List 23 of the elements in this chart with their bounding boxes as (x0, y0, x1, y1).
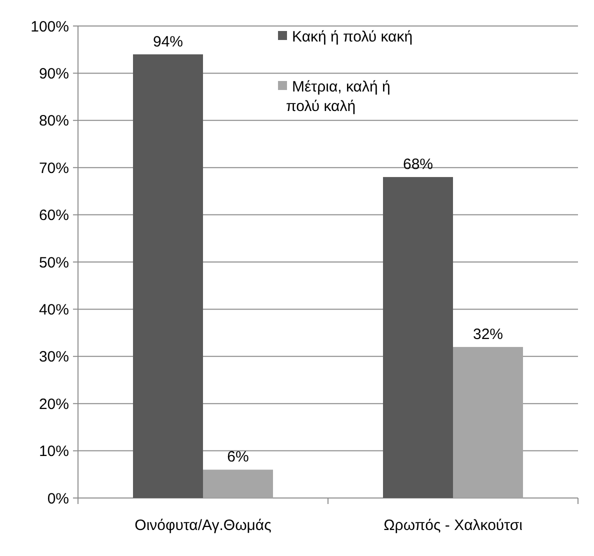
data-label: 94% (152, 33, 184, 50)
x-tick-label: Ωρωπός - Χαλκούτσι (384, 517, 522, 534)
x-tick-label: Οινόφυτα/Αγ.Θωμάς (134, 517, 272, 534)
bar (133, 54, 203, 498)
y-tick-label: 80% (38, 112, 69, 130)
y-tick-label: 90% (38, 65, 69, 82)
y-tick-label: 70% (38, 160, 69, 177)
y-tick-label: 100% (30, 18, 69, 36)
y-tick-label: 60% (38, 207, 69, 224)
y-tick-label: 30% (38, 348, 69, 366)
bar (203, 470, 273, 498)
legend-label: Μέτρια, καλή ή πολύ καλή (286, 78, 390, 115)
y-tick-label: 50% (38, 254, 69, 272)
y-tick-label: 10% (38, 443, 69, 460)
data-label: 68% (402, 156, 434, 174)
y-tick-label: 0% (47, 490, 69, 508)
data-label: 6% (227, 448, 249, 466)
data-label: 32% (472, 326, 504, 343)
bar (383, 177, 453, 498)
y-tick-label: 20% (38, 396, 69, 413)
legend-label: Κακή ή πολύ κακή (292, 28, 413, 46)
bar (453, 346, 523, 498)
y-tick-label: 40% (38, 301, 69, 318)
